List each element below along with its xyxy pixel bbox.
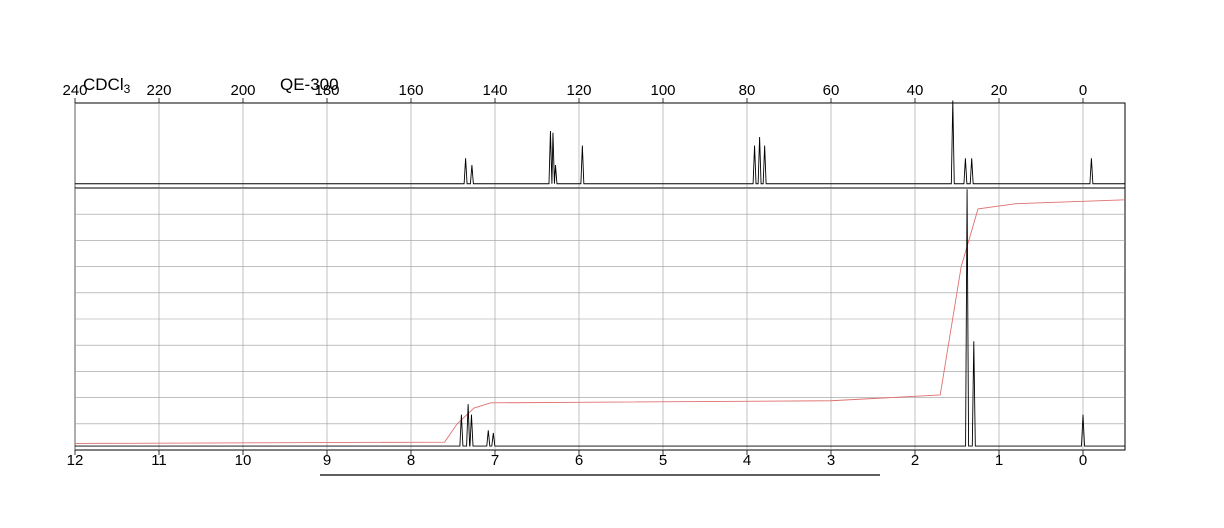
c13-tick-label: 60 — [823, 82, 840, 99]
instrument-label: QE-300 — [280, 75, 339, 94]
c13-tick-label: 80 — [739, 82, 756, 99]
c13-tick-label: 160 — [398, 82, 423, 99]
c13-tick-label: 100 — [650, 82, 675, 99]
c13-tick-label: 0 — [1079, 82, 1087, 99]
c13-tick-label: 120 — [566, 82, 591, 99]
nmr-spectrum-svg: 2402202001801601401201008060402001211109… — [0, 0, 1224, 528]
c13-tick-label: 20 — [991, 82, 1008, 99]
c13-tick-label: 40 — [907, 82, 924, 99]
c13-tick-label: 220 — [146, 82, 171, 99]
nmr-spectrum-container: 2402202001801601401201008060402001211109… — [0, 0, 1224, 528]
solvent-label: CDCl3 — [83, 75, 131, 96]
h1-tick-label: 9 — [323, 452, 331, 469]
h1-tick-label: 6 — [575, 452, 583, 469]
h1-tick-label: 5 — [659, 452, 667, 469]
h1-tick-label: 2 — [911, 452, 919, 469]
h1-tick-label: 8 — [407, 452, 415, 469]
c13-tick-label: 200 — [230, 82, 255, 99]
h1-tick-label: 0 — [1079, 452, 1087, 469]
h1-tick-label: 11 — [151, 452, 167, 469]
h1-tick-label: 10 — [235, 452, 252, 469]
h1-tick-label: 3 — [827, 452, 835, 469]
h1-tick-label: 7 — [491, 452, 499, 469]
h1-tick-label: 4 — [743, 452, 751, 469]
h1-tick-label: 1 — [995, 452, 1003, 469]
h1-tick-label: 12 — [67, 452, 84, 469]
c13-tick-label: 140 — [482, 82, 507, 99]
